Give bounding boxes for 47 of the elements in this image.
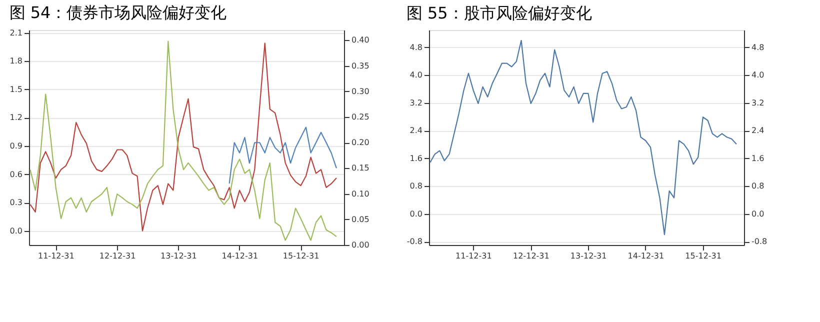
- x-tick-label: 11-12-31: [456, 252, 492, 260]
- y-tick-label: 0.0: [410, 209, 422, 218]
- y2-tick-label: -0.8: [752, 237, 768, 246]
- y-tick-label: 1.5: [10, 84, 22, 94]
- y2-tick-label: 0.00: [352, 240, 370, 250]
- x-tick-label: 14-12-31: [222, 252, 258, 260]
- line-series: [228, 126, 338, 184]
- y2-tick-label: 0.25: [352, 112, 370, 122]
- y2-tick-label: 1.6: [752, 154, 764, 163]
- y2-tick-label: 4.0: [752, 70, 764, 80]
- y-tick-label: 4.8: [410, 42, 422, 52]
- y-tick-label: 1.2: [10, 113, 22, 122]
- y-tick-label: 0.0: [10, 226, 22, 236]
- x-tick-label: 13-12-31: [160, 252, 197, 260]
- y-tick-label: 3.2: [410, 98, 422, 108]
- chart-title: 图 55：股市风险偏好变化: [406, 4, 592, 22]
- y2-tick-label: 3.2: [752, 98, 764, 108]
- y-tick-label: -0.8: [406, 237, 422, 246]
- y-tick-label: 0.6: [10, 170, 22, 179]
- x-tick-label: 12-12-31: [99, 252, 136, 260]
- y-tick-label: 0.8: [410, 182, 422, 191]
- y2-tick-label: 0.8: [752, 182, 764, 191]
- y2-tick-label: 4.8: [752, 42, 764, 52]
- y-tick-label: 2.1: [10, 28, 22, 38]
- y2-tick-label: 0.0: [752, 209, 764, 218]
- x-tick-label: 12-12-31: [513, 252, 550, 260]
- y2-tick-label: 0.15: [352, 164, 370, 173]
- x-tick-label: 15-12-31: [685, 252, 722, 260]
- y2-tick-label: 0.20: [352, 138, 370, 148]
- chart-title: 图 54：债券市场风险偏好变化: [9, 2, 227, 22]
- x-tick-label: 13-12-31: [570, 252, 607, 260]
- y2-tick-label: 0.30: [352, 86, 370, 96]
- y-tick-label: 1.8: [10, 56, 22, 66]
- y-tick-label: 0.3: [10, 198, 22, 208]
- y2-tick-label: 0.05: [352, 214, 370, 224]
- line-series: [430, 40, 738, 236]
- x-tick-label: 11-12-31: [38, 252, 74, 260]
- y2-tick-label: 2.4: [752, 126, 764, 136]
- y2-tick-label: 0.10: [352, 189, 370, 198]
- y-tick-label: 4.0: [410, 70, 422, 80]
- x-tick-label: 15-12-31: [282, 252, 320, 260]
- y-tick-label: 2.4: [410, 126, 422, 136]
- x-tick-label: 14-12-31: [628, 252, 664, 260]
- y-tick-label: 1.6: [410, 154, 422, 163]
- y-tick-label: 0.9: [10, 141, 22, 150]
- y2-tick-label: 0.35: [352, 61, 370, 70]
- y2-tick-label: 0.40: [352, 36, 370, 45]
